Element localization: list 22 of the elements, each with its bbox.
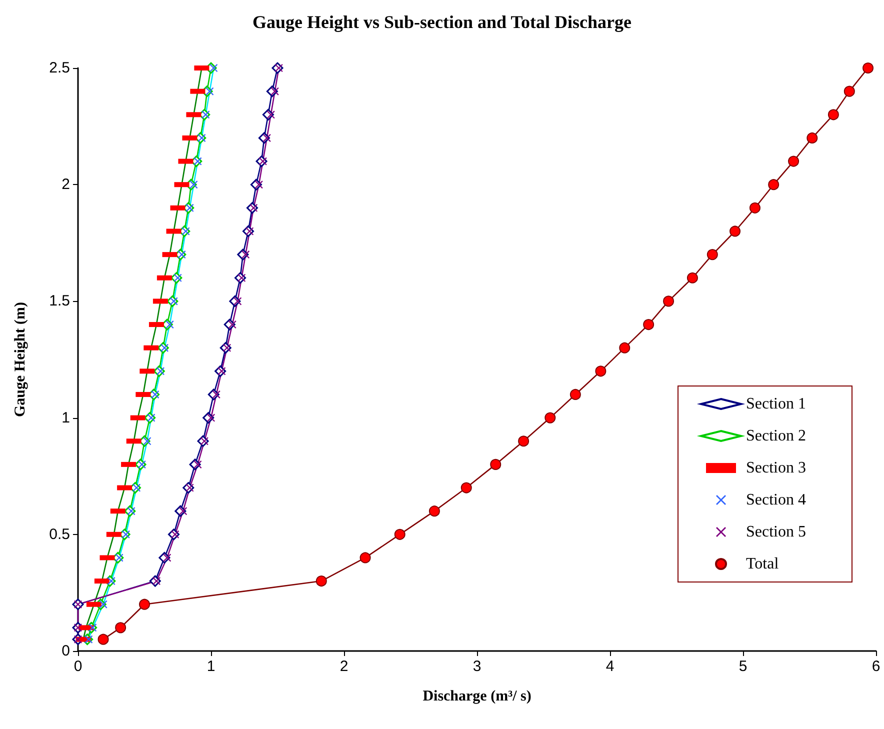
legend-label: Section 4 <box>746 492 806 508</box>
y-axis-title: Gauge Height (m) <box>12 302 28 417</box>
y-tick-label: 1.5 <box>49 292 70 310</box>
y-tick-label: 2 <box>62 176 70 194</box>
x-tick-label: 0 <box>74 658 82 675</box>
chart-title: Gauge Height vs Sub-section and Total Discharge <box>252 12 632 32</box>
y-tick-label: 0.5 <box>49 526 70 543</box>
x-tick-label: 3 <box>472 658 482 675</box>
y-tick-label: 0 <box>62 642 70 660</box>
legend-label: Section 2 <box>746 428 806 444</box>
x-tick-label: 6 <box>872 658 880 675</box>
y-tick-label: 1 <box>62 409 70 426</box>
x-tick-label: 5 <box>738 658 748 675</box>
legend-label: Total <box>746 556 780 572</box>
legend-label: Section 3 <box>746 460 806 476</box>
x-tick-label: 2 <box>340 658 348 675</box>
x-tick-label: 4 <box>606 658 614 675</box>
legend-label: Section 5 <box>746 524 806 540</box>
y-tick-label: 2.5 <box>49 60 70 76</box>
legend-label: Section 1 <box>746 396 806 412</box>
x-axis-title: Discharge (m³/ s) <box>422 688 532 704</box>
x-tick-label: 1 <box>206 658 216 675</box>
